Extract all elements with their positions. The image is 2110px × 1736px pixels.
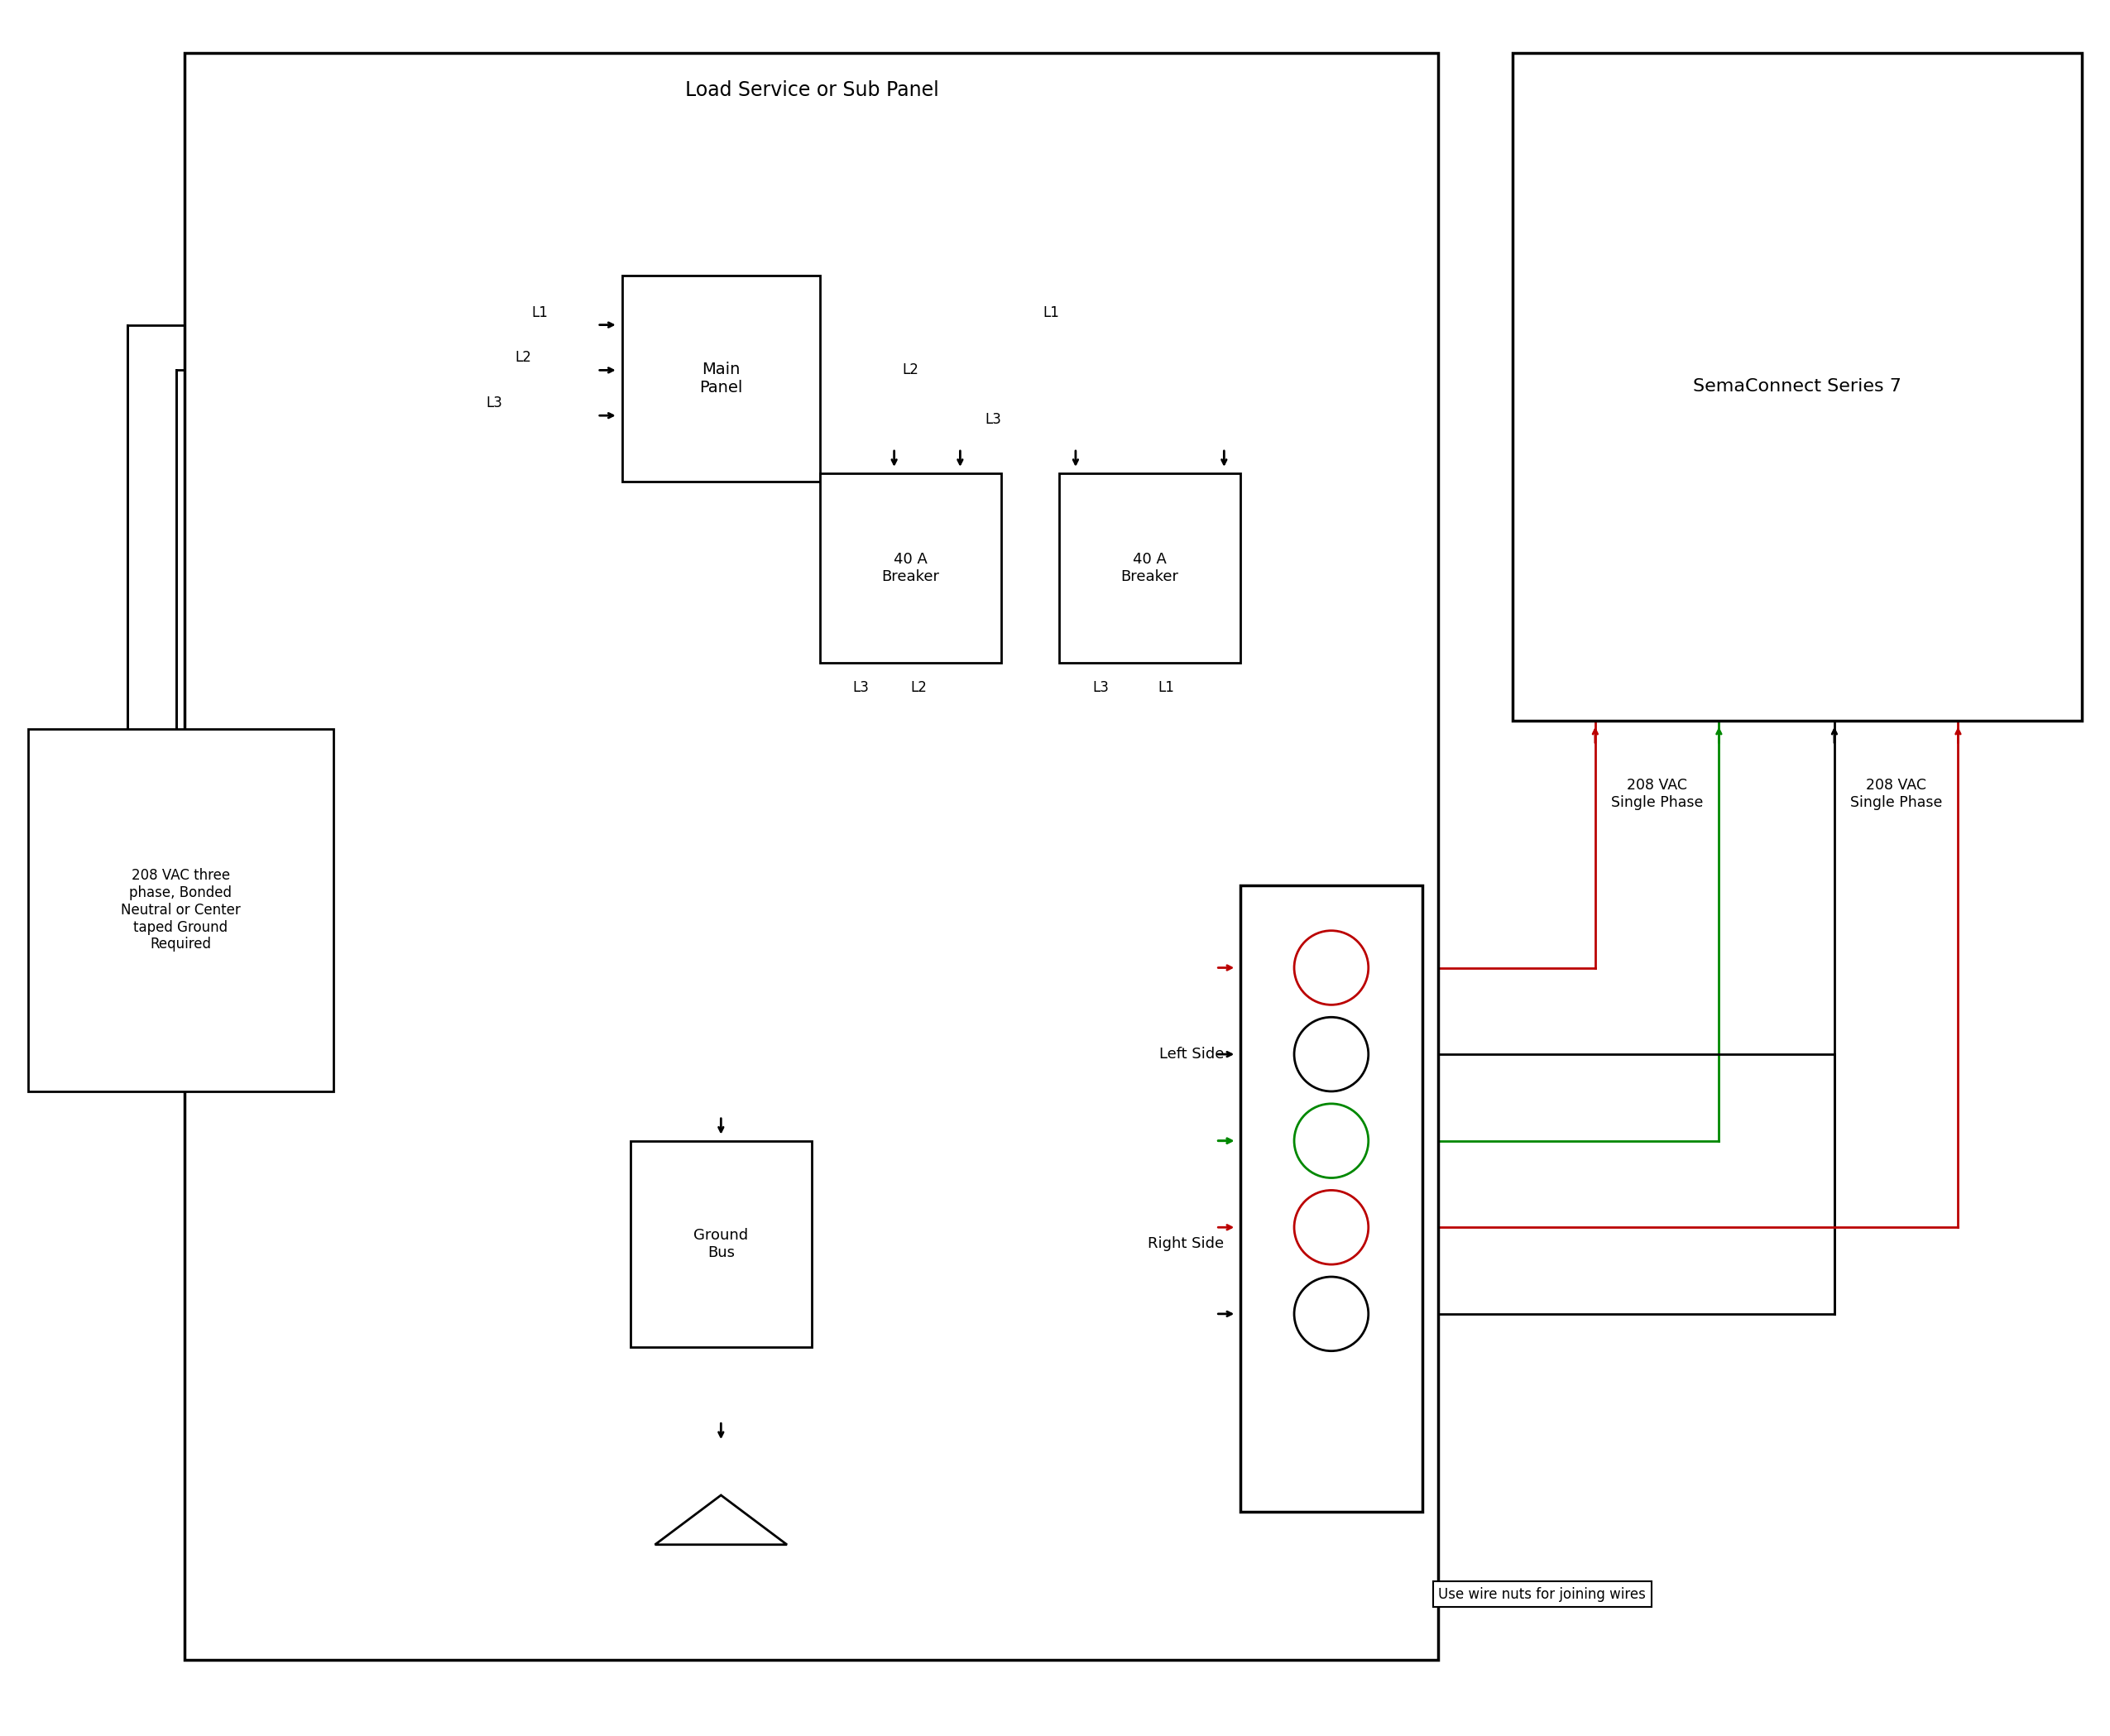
Bar	[1241, 885, 1422, 1512]
Text: 208 VAC three
phase, Bonded
Neutral or Center
taped Ground
Required: 208 VAC three phase, Bonded Neutral or C…	[120, 868, 241, 951]
Circle shape	[1293, 1276, 1369, 1351]
Text: 40 A
Breaker: 40 A Breaker	[1120, 552, 1179, 583]
Circle shape	[1293, 1017, 1369, 1092]
Circle shape	[1293, 930, 1369, 1005]
Text: L3: L3	[985, 411, 1002, 427]
Circle shape	[1293, 1191, 1369, 1264]
Text: L2: L2	[903, 363, 918, 378]
Text: 208 VAC
Single Phase: 208 VAC Single Phase	[1850, 778, 1943, 811]
Text: Use wire nuts for joining wires: Use wire nuts for joining wires	[1439, 1587, 1646, 1602]
Text: L1: L1	[1042, 306, 1059, 319]
Text: L3: L3	[1093, 681, 1108, 694]
Bar	[622, 276, 821, 481]
Text: SemaConnect Series 7: SemaConnect Series 7	[1692, 378, 1901, 396]
Text: L1: L1	[1158, 681, 1175, 694]
Bar	[1059, 474, 1241, 663]
Text: L3: L3	[485, 396, 502, 411]
Text: 208 VAC
Single Phase: 208 VAC Single Phase	[1612, 778, 1703, 811]
Text: Main
Panel: Main Panel	[698, 361, 743, 396]
Circle shape	[1293, 1104, 1369, 1179]
Text: Load Service or Sub Panel: Load Service or Sub Panel	[686, 80, 939, 101]
Text: L2: L2	[515, 351, 532, 365]
Bar	[821, 474, 1002, 663]
Bar	[27, 729, 333, 1092]
Text: 40 A
Breaker: 40 A Breaker	[882, 552, 939, 583]
Text: L2: L2	[912, 681, 926, 694]
Text: Ground
Bus: Ground Bus	[694, 1227, 749, 1260]
Bar	[631, 1141, 812, 1347]
Text: Left Side: Left Side	[1158, 1047, 1224, 1062]
Bar	[1513, 52, 2083, 720]
Text: Right Side: Right Side	[1148, 1236, 1224, 1252]
Text: L1: L1	[532, 306, 549, 319]
Bar	[186, 52, 1439, 1660]
Text: L3: L3	[852, 681, 869, 694]
